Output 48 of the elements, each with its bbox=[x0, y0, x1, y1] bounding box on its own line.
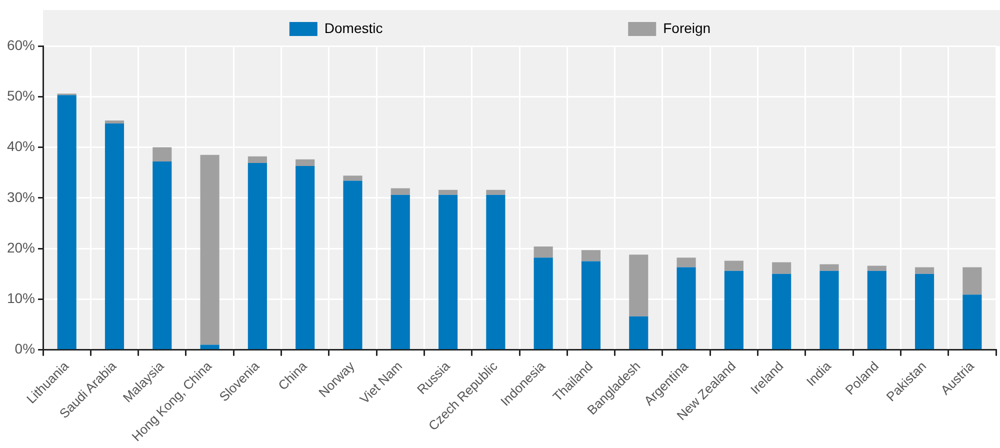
bar bbox=[629, 254, 648, 316]
bar bbox=[248, 156, 267, 163]
bar bbox=[534, 258, 553, 350]
bar bbox=[248, 162, 267, 350]
bar bbox=[914, 274, 934, 350]
y-tick-label: 20% bbox=[6, 239, 36, 256]
legend-label: Domestic bbox=[324, 20, 616, 36]
bar bbox=[152, 147, 172, 162]
y-tick-label: 30% bbox=[6, 188, 36, 205]
bar bbox=[104, 123, 124, 350]
y-tick-label: 50% bbox=[6, 88, 36, 104]
bar bbox=[962, 267, 982, 295]
bar bbox=[581, 250, 601, 262]
bar bbox=[104, 120, 124, 124]
bar bbox=[581, 261, 601, 350]
bar bbox=[914, 267, 934, 274]
bar bbox=[676, 258, 696, 268]
bar bbox=[152, 161, 172, 350]
bar bbox=[296, 159, 315, 166]
bar bbox=[629, 316, 648, 350]
y-tick-label: 60% bbox=[6, 36, 36, 53]
bar bbox=[343, 176, 362, 181]
bar bbox=[486, 190, 506, 195]
y-tick-label: 10% bbox=[6, 290, 36, 306]
bar bbox=[390, 194, 410, 350]
bar bbox=[200, 154, 220, 345]
bar bbox=[486, 194, 506, 350]
y-tick-label: 40% bbox=[6, 138, 36, 154]
bar bbox=[867, 270, 886, 350]
bar bbox=[534, 246, 553, 258]
bar bbox=[200, 344, 220, 350]
bar bbox=[676, 267, 696, 350]
bar bbox=[57, 95, 76, 350]
bar bbox=[820, 264, 839, 271]
bar bbox=[438, 194, 458, 350]
bar bbox=[343, 180, 362, 350]
bar bbox=[867, 266, 886, 271]
bar bbox=[820, 270, 839, 350]
bar bbox=[724, 270, 744, 350]
bar bbox=[772, 274, 792, 350]
bar bbox=[962, 294, 982, 350]
legend-label: Foreign bbox=[663, 20, 711, 36]
y-tick-label: 0% bbox=[14, 340, 36, 357]
bar bbox=[390, 188, 410, 195]
bar bbox=[772, 262, 792, 274]
bar bbox=[296, 166, 315, 350]
bar bbox=[724, 260, 744, 271]
bar bbox=[438, 190, 458, 195]
